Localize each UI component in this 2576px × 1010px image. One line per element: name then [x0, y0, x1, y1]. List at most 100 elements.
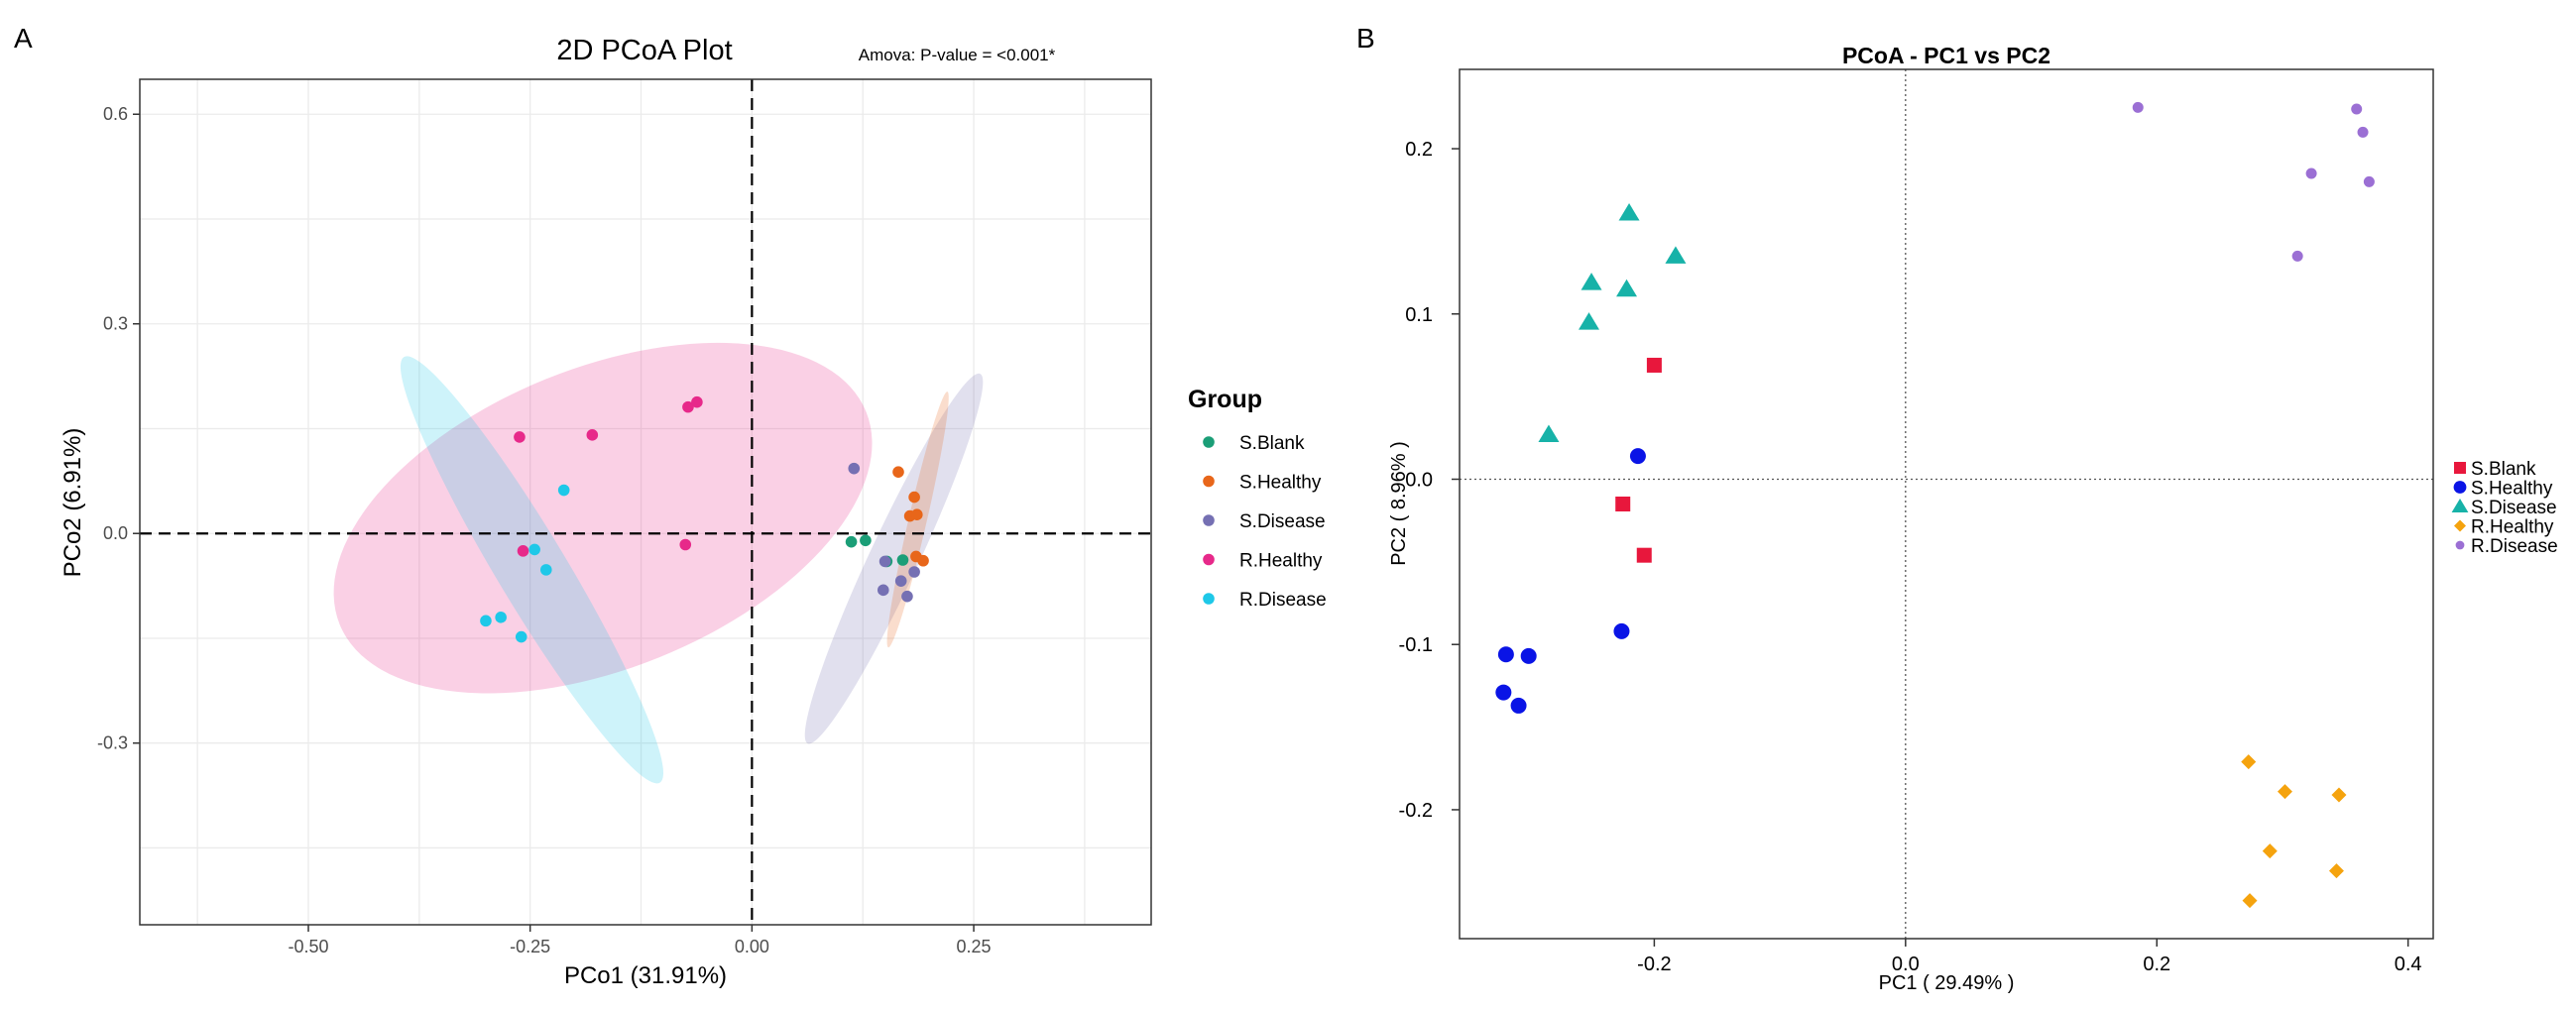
legend-key-s-blank [2454, 462, 2466, 474]
panel-a-ticks: -0.50 -0.25 0.00 0.25 -0.3 0.0 0.3 0.6 [97, 104, 992, 956]
point-r-disease [2132, 101, 2144, 113]
point-r-disease [495, 612, 507, 623]
point-s-blank [1646, 357, 1662, 373]
panel-a-y-axis-label: PCo2 (6.91%) [59, 428, 86, 578]
legend-label-s-blank: S.Blank [1239, 433, 1305, 454]
point-r-disease [557, 484, 570, 497]
point-r-disease [2357, 126, 2369, 138]
legend-key-r-healthy [1203, 553, 1215, 566]
point-s-healthy [892, 466, 904, 478]
x-tick-label: 0.0 [1892, 954, 1920, 975]
legend-label-r-disease: R.Disease [2471, 536, 2558, 557]
point-r-healthy [2331, 787, 2347, 803]
point-s-disease [908, 566, 920, 578]
legend-key-s-disease [2451, 499, 2469, 512]
point-r-healthy [514, 431, 526, 443]
legend-label-s-disease: S.Disease [2471, 498, 2557, 518]
y-tick-label: 0.3 [103, 314, 128, 334]
legend-key-s-healthy [1203, 475, 1215, 488]
point-r-disease [2305, 168, 2317, 179]
panel-b-plot-border [1459, 68, 2434, 940]
y-tick-label: 0.0 [1405, 469, 1433, 491]
legend-key-s-blank [1203, 436, 1215, 448]
point-s-healthy [908, 491, 920, 504]
panel-a: A 2D PCoA Plot Amova: P-value = <0.001* … [14, 23, 1327, 989]
point-s-blank [1615, 497, 1631, 511]
legend-label-s-disease: S.Disease [1239, 511, 1326, 532]
point-s-disease [877, 584, 889, 597]
point-r-healthy [2328, 863, 2344, 879]
x-tick-label: -0.25 [510, 937, 550, 956]
point-s-blank [896, 554, 909, 566]
legend-key-s-healthy [2453, 481, 2467, 494]
point-s-disease [1538, 424, 1560, 442]
point-s-blank [1636, 547, 1652, 563]
point-r-healthy [2241, 754, 2257, 770]
x-tick-label: 0.4 [2395, 954, 2422, 975]
panel-b-points [1495, 101, 2375, 909]
point-s-healthy [1613, 622, 1630, 639]
point-r-healthy [679, 538, 692, 551]
panel-a-x-axis-label: PCo1 (31.91%) [564, 962, 727, 989]
y-tick-label: -0.1 [1399, 634, 1433, 656]
confidence-ellipse-r-healthy [333, 342, 873, 694]
legend-title: Group [1188, 386, 1262, 413]
point-s-disease [901, 590, 913, 603]
legend-label-s-blank: S.Blank [2471, 459, 2536, 480]
point-s-disease [1665, 246, 1687, 264]
amova-annotation: Amova: P-value = <0.001* [859, 46, 1056, 64]
y-tick-label: -0.3 [97, 733, 128, 753]
point-s-healthy [1510, 697, 1527, 714]
point-s-disease [1581, 273, 1602, 290]
panel-a-plot-border [139, 78, 1152, 926]
panel-b-x-axis-label: PC1 ( 29.49% ) [1879, 972, 2015, 994]
point-r-disease [2291, 250, 2303, 262]
point-s-disease [878, 555, 891, 568]
panel-b-zero-lines [1460, 69, 2433, 939]
legend-label-s-healthy: S.Healthy [2471, 479, 2553, 500]
point-r-disease [539, 564, 552, 576]
legend-label-r-healthy: R.Healthy [2471, 517, 2554, 538]
point-s-disease [1579, 312, 1600, 330]
point-s-disease [848, 462, 861, 475]
point-s-blank [845, 535, 858, 548]
point-r-disease [480, 615, 492, 627]
point-r-healthy [2277, 784, 2292, 800]
x-tick-label: 0.25 [957, 937, 992, 956]
point-s-healthy [1520, 647, 1537, 664]
legend-label-r-disease: R.Disease [1239, 590, 1327, 611]
point-r-healthy [586, 429, 599, 441]
point-r-healthy [682, 400, 694, 413]
point-r-healthy [2242, 893, 2258, 909]
point-s-healthy [1495, 684, 1512, 701]
point-r-disease [2363, 175, 2375, 187]
panel-b-ticks: -0.2 0.0 0.2 0.4 -0.2 -0.1 0.0 0.1 0.2 [1399, 139, 2422, 975]
panel-a-points [480, 395, 929, 643]
point-r-healthy [517, 545, 529, 557]
y-tick-label: 0.2 [1405, 139, 1433, 161]
point-r-healthy [2262, 843, 2278, 859]
y-tick-label: -0.2 [1399, 800, 1433, 822]
point-s-disease [1616, 279, 1638, 297]
point-r-disease [528, 543, 540, 556]
point-s-disease [1618, 203, 1640, 221]
panel-a-grid [140, 79, 1151, 925]
panel-b-label: B [1356, 23, 1375, 54]
point-s-healthy [910, 508, 923, 520]
point-s-healthy [1629, 448, 1646, 465]
panel-a-zero-lines [140, 79, 1151, 925]
legend-key-r-disease [1203, 593, 1215, 605]
legend-label-r-healthy: R.Healthy [1239, 551, 1323, 572]
y-tick-label: 0.1 [1405, 304, 1433, 326]
panel-b: B PCoA - PC1 vs PC2 -0.2 0.0 0.2 0.4 -0.2 -0.… [1356, 23, 2558, 994]
x-tick-label: -0.2 [1637, 954, 1671, 975]
panel-b-y-axis-label: PC2 ( 8.96% ) [1388, 441, 1410, 566]
point-r-disease [2351, 103, 2363, 115]
panel-b-title: PCoA - PC1 vs PC2 [1842, 43, 2050, 68]
point-s-healthy [1497, 646, 1514, 663]
confidence-ellipse-s-disease [804, 373, 984, 744]
panel-a-label: A [14, 23, 33, 54]
x-tick-label: 0.00 [735, 937, 769, 956]
panel-a-legend: Group S.Blank S.Healthy S.Disease R.Healthy… [1188, 386, 1327, 611]
